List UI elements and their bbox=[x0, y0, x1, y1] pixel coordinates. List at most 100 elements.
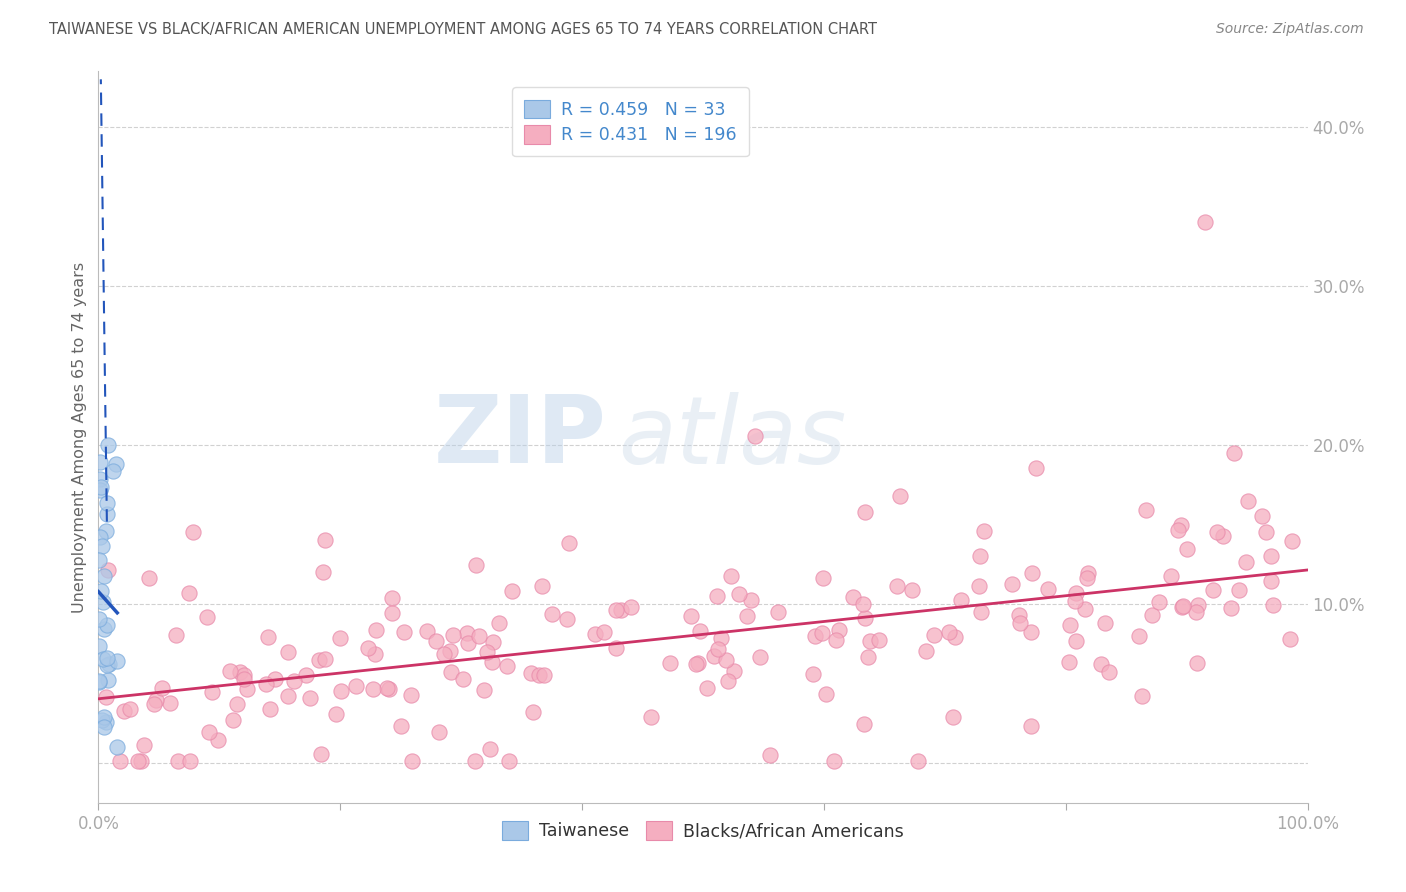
Point bbox=[143, 698, 166, 712]
Point bbox=[465, 558, 488, 573]
Point bbox=[1254, 525, 1277, 540]
Point bbox=[283, 674, 305, 689]
Point bbox=[425, 634, 447, 648]
Point bbox=[853, 717, 876, 731]
Point bbox=[811, 571, 834, 585]
Point bbox=[145, 692, 167, 706]
Legend: Taiwanese, Blacks/African Americans: Taiwanese, Blacks/African Americans bbox=[494, 813, 912, 849]
Point bbox=[710, 631, 733, 645]
Point bbox=[254, 677, 277, 691]
Point bbox=[308, 653, 330, 667]
Point bbox=[583, 627, 606, 641]
Point bbox=[479, 742, 502, 756]
Point bbox=[841, 590, 863, 604]
Point bbox=[1019, 624, 1042, 639]
Point bbox=[96, 617, 118, 632]
Point bbox=[94, 524, 117, 538]
Point bbox=[1260, 574, 1282, 588]
Point bbox=[605, 603, 627, 617]
Point bbox=[96, 714, 118, 729]
Point bbox=[299, 690, 322, 705]
Point bbox=[401, 755, 423, 769]
Point bbox=[853, 505, 876, 519]
Point bbox=[441, 628, 464, 642]
Point bbox=[1173, 599, 1195, 614]
Point bbox=[973, 524, 995, 538]
Point bbox=[195, 610, 218, 624]
Point bbox=[943, 630, 966, 644]
Point bbox=[457, 635, 479, 649]
Point bbox=[90, 713, 112, 727]
Point bbox=[97, 673, 120, 687]
Point bbox=[610, 602, 633, 616]
Point bbox=[1064, 634, 1087, 648]
Point bbox=[475, 645, 498, 659]
Point bbox=[325, 707, 347, 722]
Point bbox=[309, 747, 332, 761]
Point bbox=[179, 755, 201, 769]
Point bbox=[259, 702, 281, 716]
Point bbox=[361, 682, 384, 697]
Point bbox=[165, 628, 187, 642]
Point bbox=[96, 657, 118, 672]
Point bbox=[93, 720, 115, 734]
Point bbox=[89, 530, 111, 544]
Point bbox=[233, 668, 256, 682]
Point bbox=[364, 648, 387, 662]
Point bbox=[1007, 608, 1029, 623]
Point bbox=[416, 624, 439, 638]
Point bbox=[1187, 598, 1209, 612]
Point bbox=[1128, 629, 1150, 643]
Point bbox=[101, 464, 124, 478]
Point bbox=[1076, 571, 1098, 585]
Point bbox=[825, 632, 848, 647]
Point bbox=[950, 592, 973, 607]
Point bbox=[91, 652, 114, 666]
Point bbox=[90, 583, 112, 598]
Point bbox=[207, 732, 229, 747]
Point bbox=[942, 709, 965, 723]
Point bbox=[689, 624, 711, 638]
Point bbox=[312, 565, 335, 579]
Point bbox=[498, 755, 520, 769]
Point bbox=[922, 627, 945, 641]
Point bbox=[659, 656, 682, 670]
Point bbox=[468, 629, 491, 643]
Point bbox=[233, 672, 256, 686]
Point bbox=[1281, 534, 1303, 549]
Point bbox=[93, 710, 115, 724]
Point bbox=[344, 679, 367, 693]
Point bbox=[87, 553, 110, 567]
Point bbox=[1090, 657, 1112, 671]
Point bbox=[859, 633, 882, 648]
Point bbox=[1135, 503, 1157, 517]
Point bbox=[93, 568, 115, 582]
Point bbox=[464, 755, 486, 769]
Point bbox=[533, 668, 555, 682]
Point bbox=[104, 457, 127, 471]
Point bbox=[1205, 525, 1227, 540]
Point bbox=[1008, 615, 1031, 630]
Point bbox=[1237, 494, 1260, 508]
Point bbox=[89, 471, 111, 485]
Point bbox=[451, 672, 474, 686]
Point bbox=[472, 683, 495, 698]
Point bbox=[127, 755, 149, 769]
Point bbox=[541, 607, 564, 621]
Point bbox=[219, 664, 242, 678]
Point bbox=[314, 652, 336, 666]
Point bbox=[488, 615, 510, 630]
Point bbox=[558, 535, 581, 549]
Point bbox=[1223, 446, 1246, 460]
Point bbox=[89, 455, 111, 469]
Point bbox=[91, 595, 114, 609]
Point bbox=[177, 586, 200, 600]
Point bbox=[257, 630, 280, 644]
Point bbox=[1171, 599, 1194, 614]
Point bbox=[531, 579, 554, 593]
Point bbox=[640, 710, 662, 724]
Point bbox=[236, 681, 259, 696]
Point bbox=[744, 429, 766, 443]
Point bbox=[399, 688, 422, 702]
Point bbox=[728, 587, 751, 601]
